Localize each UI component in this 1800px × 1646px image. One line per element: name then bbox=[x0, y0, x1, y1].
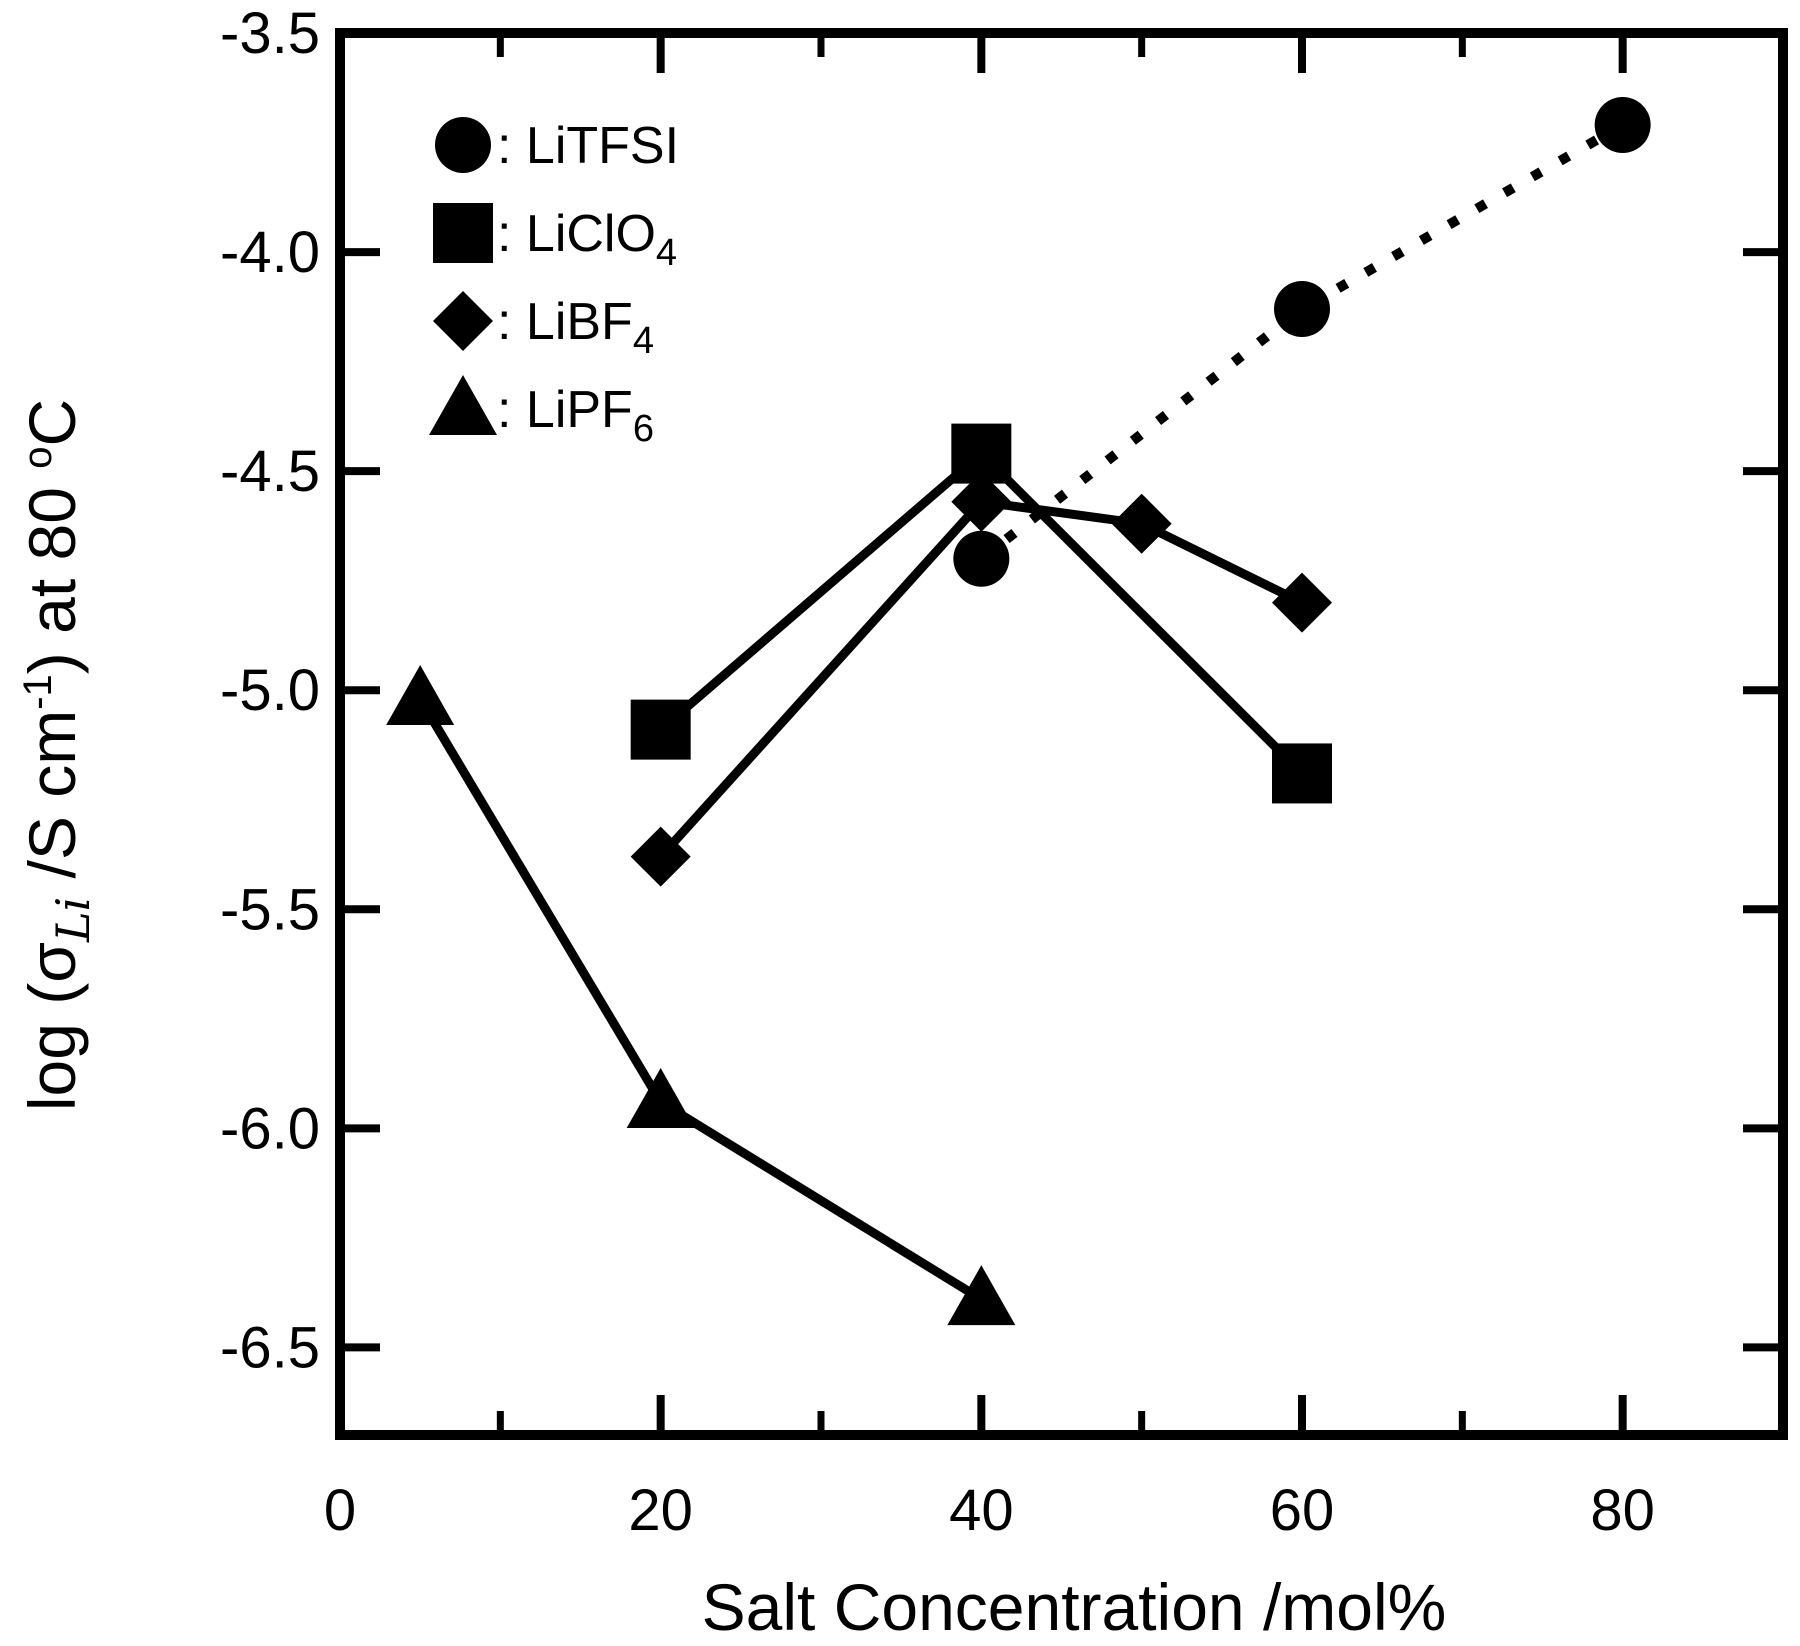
data-point-lipf6 bbox=[947, 1265, 1016, 1326]
data-point-litfsi bbox=[1594, 97, 1651, 154]
legend-label-litfsi: : LiTFSI bbox=[497, 117, 679, 175]
series-libf4 bbox=[630, 471, 1332, 887]
legend-entry-litfsi: : LiTFSI bbox=[435, 117, 679, 175]
data-point-litfsi bbox=[1274, 281, 1330, 338]
series-layer bbox=[386, 97, 1651, 1326]
x-tick-label: 80 bbox=[1590, 1478, 1655, 1543]
legend-label-text: : LiBF bbox=[497, 293, 633, 351]
legend-entry-libf4: : LiBF4 bbox=[433, 291, 654, 362]
y-axis-title-prefix: log (σ bbox=[15, 942, 89, 1111]
data-point-libf4 bbox=[1272, 572, 1332, 633]
y-axis-title-sub: Li bbox=[46, 897, 100, 943]
x-tick-label: 0 bbox=[324, 1478, 356, 1543]
y-axis-title-sup: -1 bbox=[16, 674, 60, 710]
data-point-liclo4 bbox=[1272, 743, 1332, 804]
axes: -3.5 -4.0 -4.5 -5.0 -5.5 -6.0 -6.5 0 20 40 60 80 bbox=[220, 1, 1788, 1543]
data-point-lipf6 bbox=[386, 664, 455, 725]
y-axis-title-mid: /S cm bbox=[15, 710, 89, 897]
series-line-litfsi bbox=[978, 120, 1626, 563]
data-point-litfsi bbox=[953, 530, 1010, 587]
legend: : LiTFSI: LiClO4: LiBF4: LiPF6 bbox=[429, 117, 679, 450]
legend-label-subscript: 4 bbox=[633, 320, 654, 362]
legend-marker-litfsi bbox=[435, 117, 491, 173]
y-tick-label: -4.5 bbox=[220, 439, 320, 504]
y-tick-label: -6.5 bbox=[220, 1315, 320, 1380]
legend-label-libf4: : LiBF4 bbox=[497, 293, 654, 362]
y-axis-title-unit: C bbox=[15, 399, 89, 447]
data-point-libf4 bbox=[630, 826, 691, 887]
legend-label-subscript: 4 bbox=[656, 232, 677, 274]
series-litfsi bbox=[953, 97, 1651, 587]
legend-marker-libf4 bbox=[433, 291, 493, 351]
legend-label-lipf6: : LiPF6 bbox=[497, 381, 654, 450]
legend-label-text: : LiTFSI bbox=[497, 117, 679, 175]
legend-label-text: : LiClO bbox=[497, 205, 656, 263]
series-lipf6 bbox=[386, 664, 1016, 1326]
data-point-libf4 bbox=[951, 471, 1012, 532]
y-tick-label: -3.5 bbox=[220, 1, 320, 66]
y-axis-title-deg: o bbox=[16, 446, 60, 468]
data-point-liclo4 bbox=[630, 699, 691, 760]
y-tick-label: -4.0 bbox=[220, 220, 320, 285]
y-axis-title-suffix: ) at 80 bbox=[15, 469, 89, 674]
series-line-lipf6 bbox=[416, 696, 984, 1304]
legend-entry-lipf6: : LiPF6 bbox=[429, 375, 654, 450]
legend-marker-lipf6 bbox=[429, 375, 497, 435]
y-axis-title: log (σLi /S cm-1) at 80 oC bbox=[15, 399, 100, 1111]
data-point-libf4 bbox=[1111, 493, 1172, 554]
y-tick-label: -6.0 bbox=[220, 1096, 320, 1161]
x-tick-label: 60 bbox=[1270, 1478, 1335, 1543]
legend-label-text: : LiPF bbox=[497, 381, 633, 439]
series-line-libf4 bbox=[657, 497, 1304, 860]
plot-frame bbox=[335, 28, 1788, 1440]
data-point-lipf6 bbox=[626, 1068, 695, 1129]
x-tick-label: 20 bbox=[628, 1478, 693, 1543]
y-tick-label: -5.0 bbox=[220, 658, 320, 723]
x-tick-label: 40 bbox=[949, 1478, 1014, 1543]
series-liclo4 bbox=[630, 423, 1332, 804]
y-tick-label: -5.5 bbox=[220, 877, 320, 942]
legend-label-liclo4: : LiClO4 bbox=[497, 205, 677, 274]
legend-marker-liclo4 bbox=[433, 203, 493, 263]
legend-entry-liclo4: : LiClO4 bbox=[433, 203, 677, 274]
legend-label-subscript: 6 bbox=[633, 408, 654, 450]
x-axis-title: Salt Concentration /mol% bbox=[702, 1570, 1447, 1644]
